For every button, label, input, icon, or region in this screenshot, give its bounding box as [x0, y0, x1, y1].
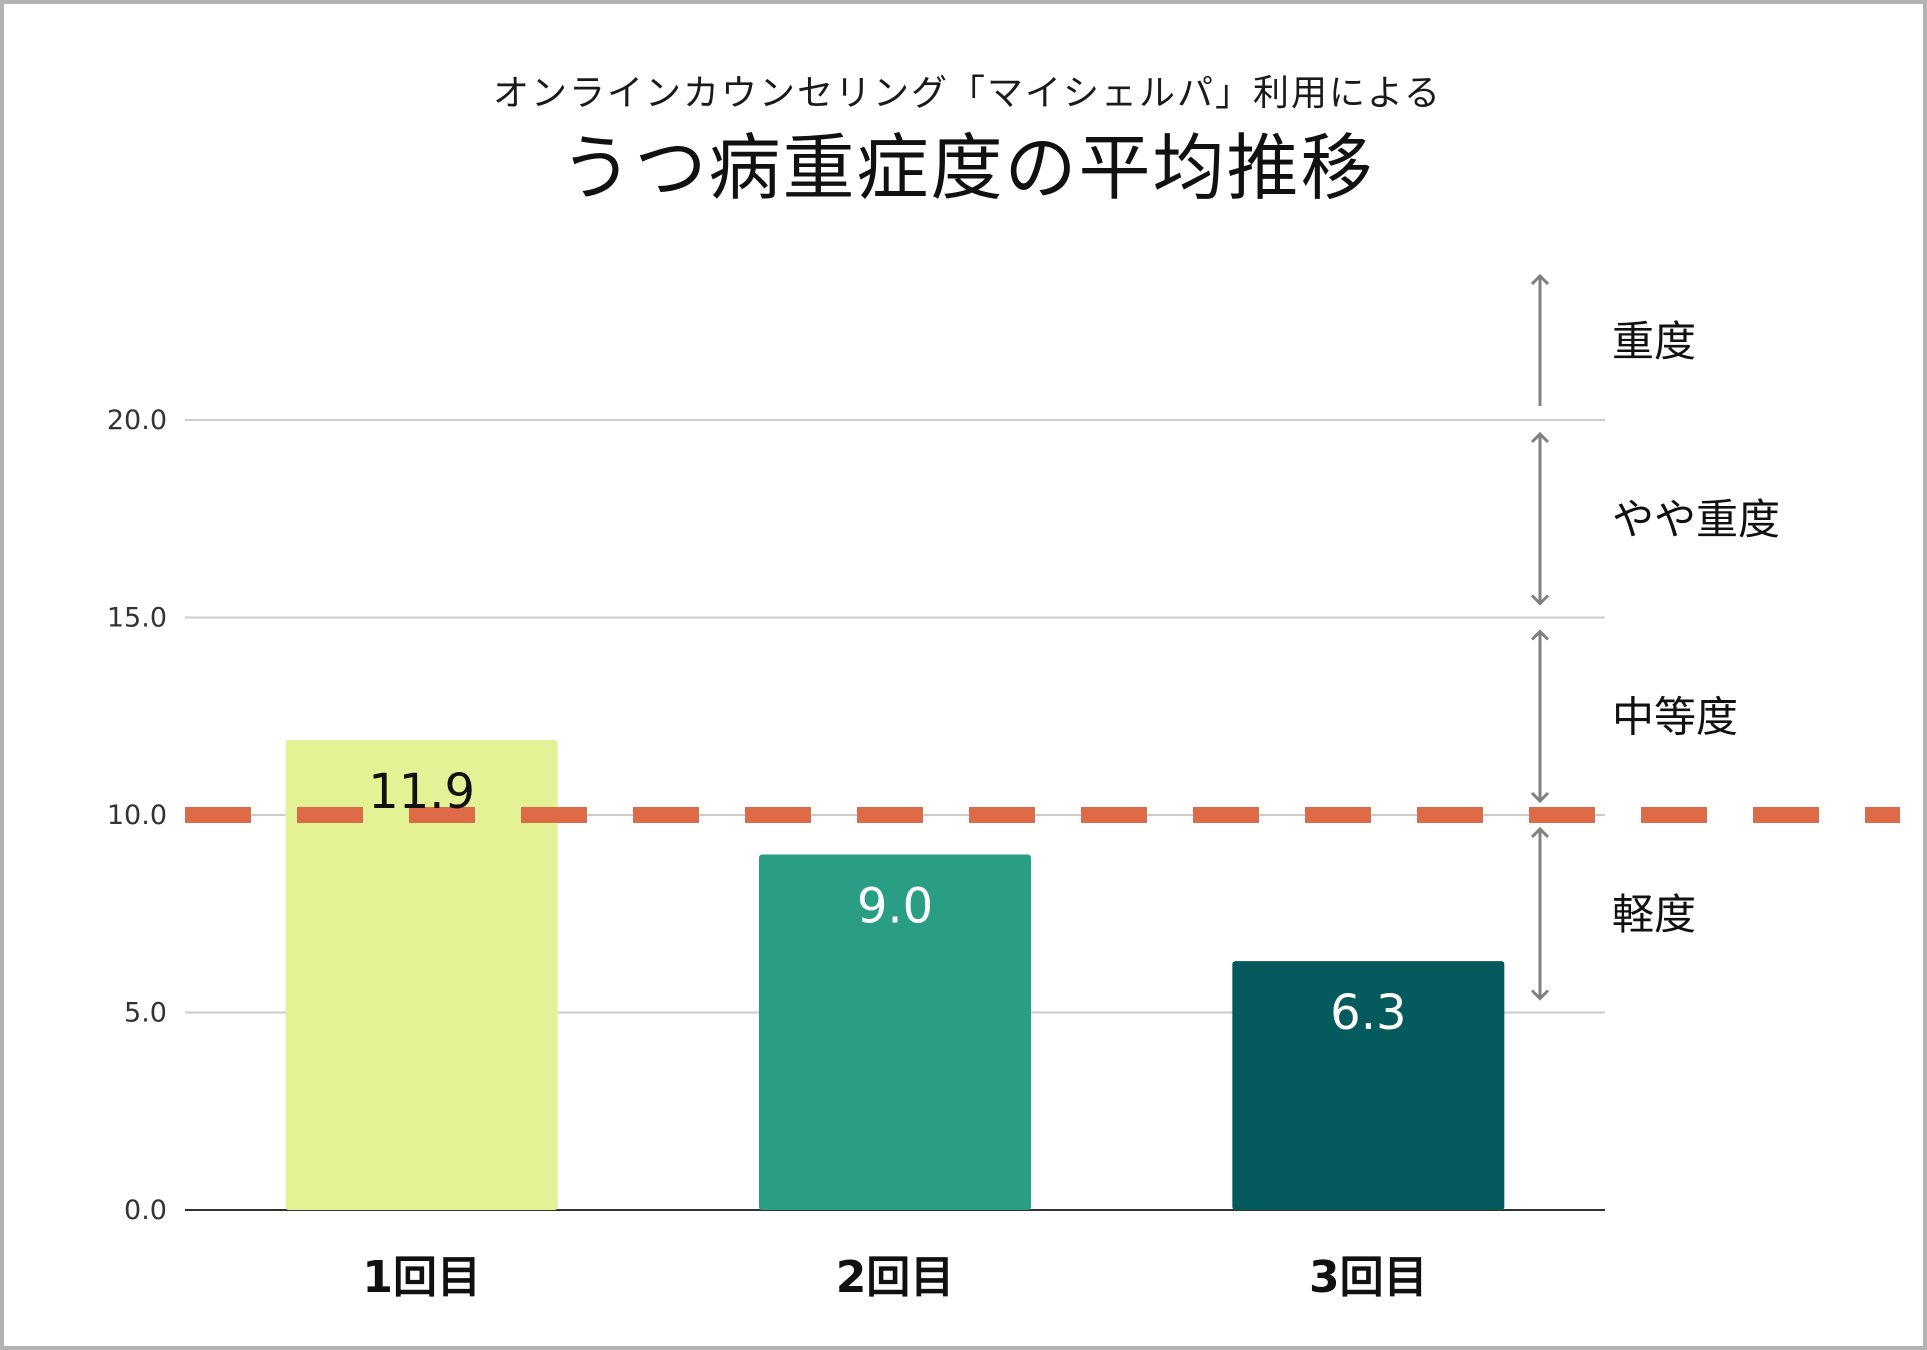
y-tick-label: 10.0: [107, 800, 167, 831]
severity-label: 軽度: [1612, 890, 1696, 939]
bar-value-label: 6.3: [1330, 985, 1406, 1041]
severity-label: 重度: [1612, 317, 1696, 366]
y-tick-label: 15.0: [107, 603, 167, 634]
y-tick-label: 0.0: [124, 1195, 167, 1226]
chart-title: うつ病重症度の平均推移: [560, 126, 1375, 210]
bar-2: [759, 854, 1031, 1210]
bar-1: [285, 739, 558, 1210]
bar-value-label: 11.9: [368, 764, 475, 820]
x-category-label: 3回目: [1309, 1252, 1428, 1303]
x-category-label: 2回目: [836, 1252, 955, 1303]
bar-value-label: 9.0: [857, 879, 933, 935]
y-tick-label: 5.0: [124, 998, 167, 1029]
severity-label: 中等度: [1612, 692, 1738, 741]
severity-label: やや重度: [1612, 495, 1780, 544]
y-tick-label: 20.0: [107, 405, 167, 436]
chart-subtitle: オンラインカウンセリング「マイシェルパ」利用による: [493, 73, 1442, 114]
bar-3: [1232, 961, 1505, 1210]
x-category-label: 1回目: [362, 1252, 481, 1303]
